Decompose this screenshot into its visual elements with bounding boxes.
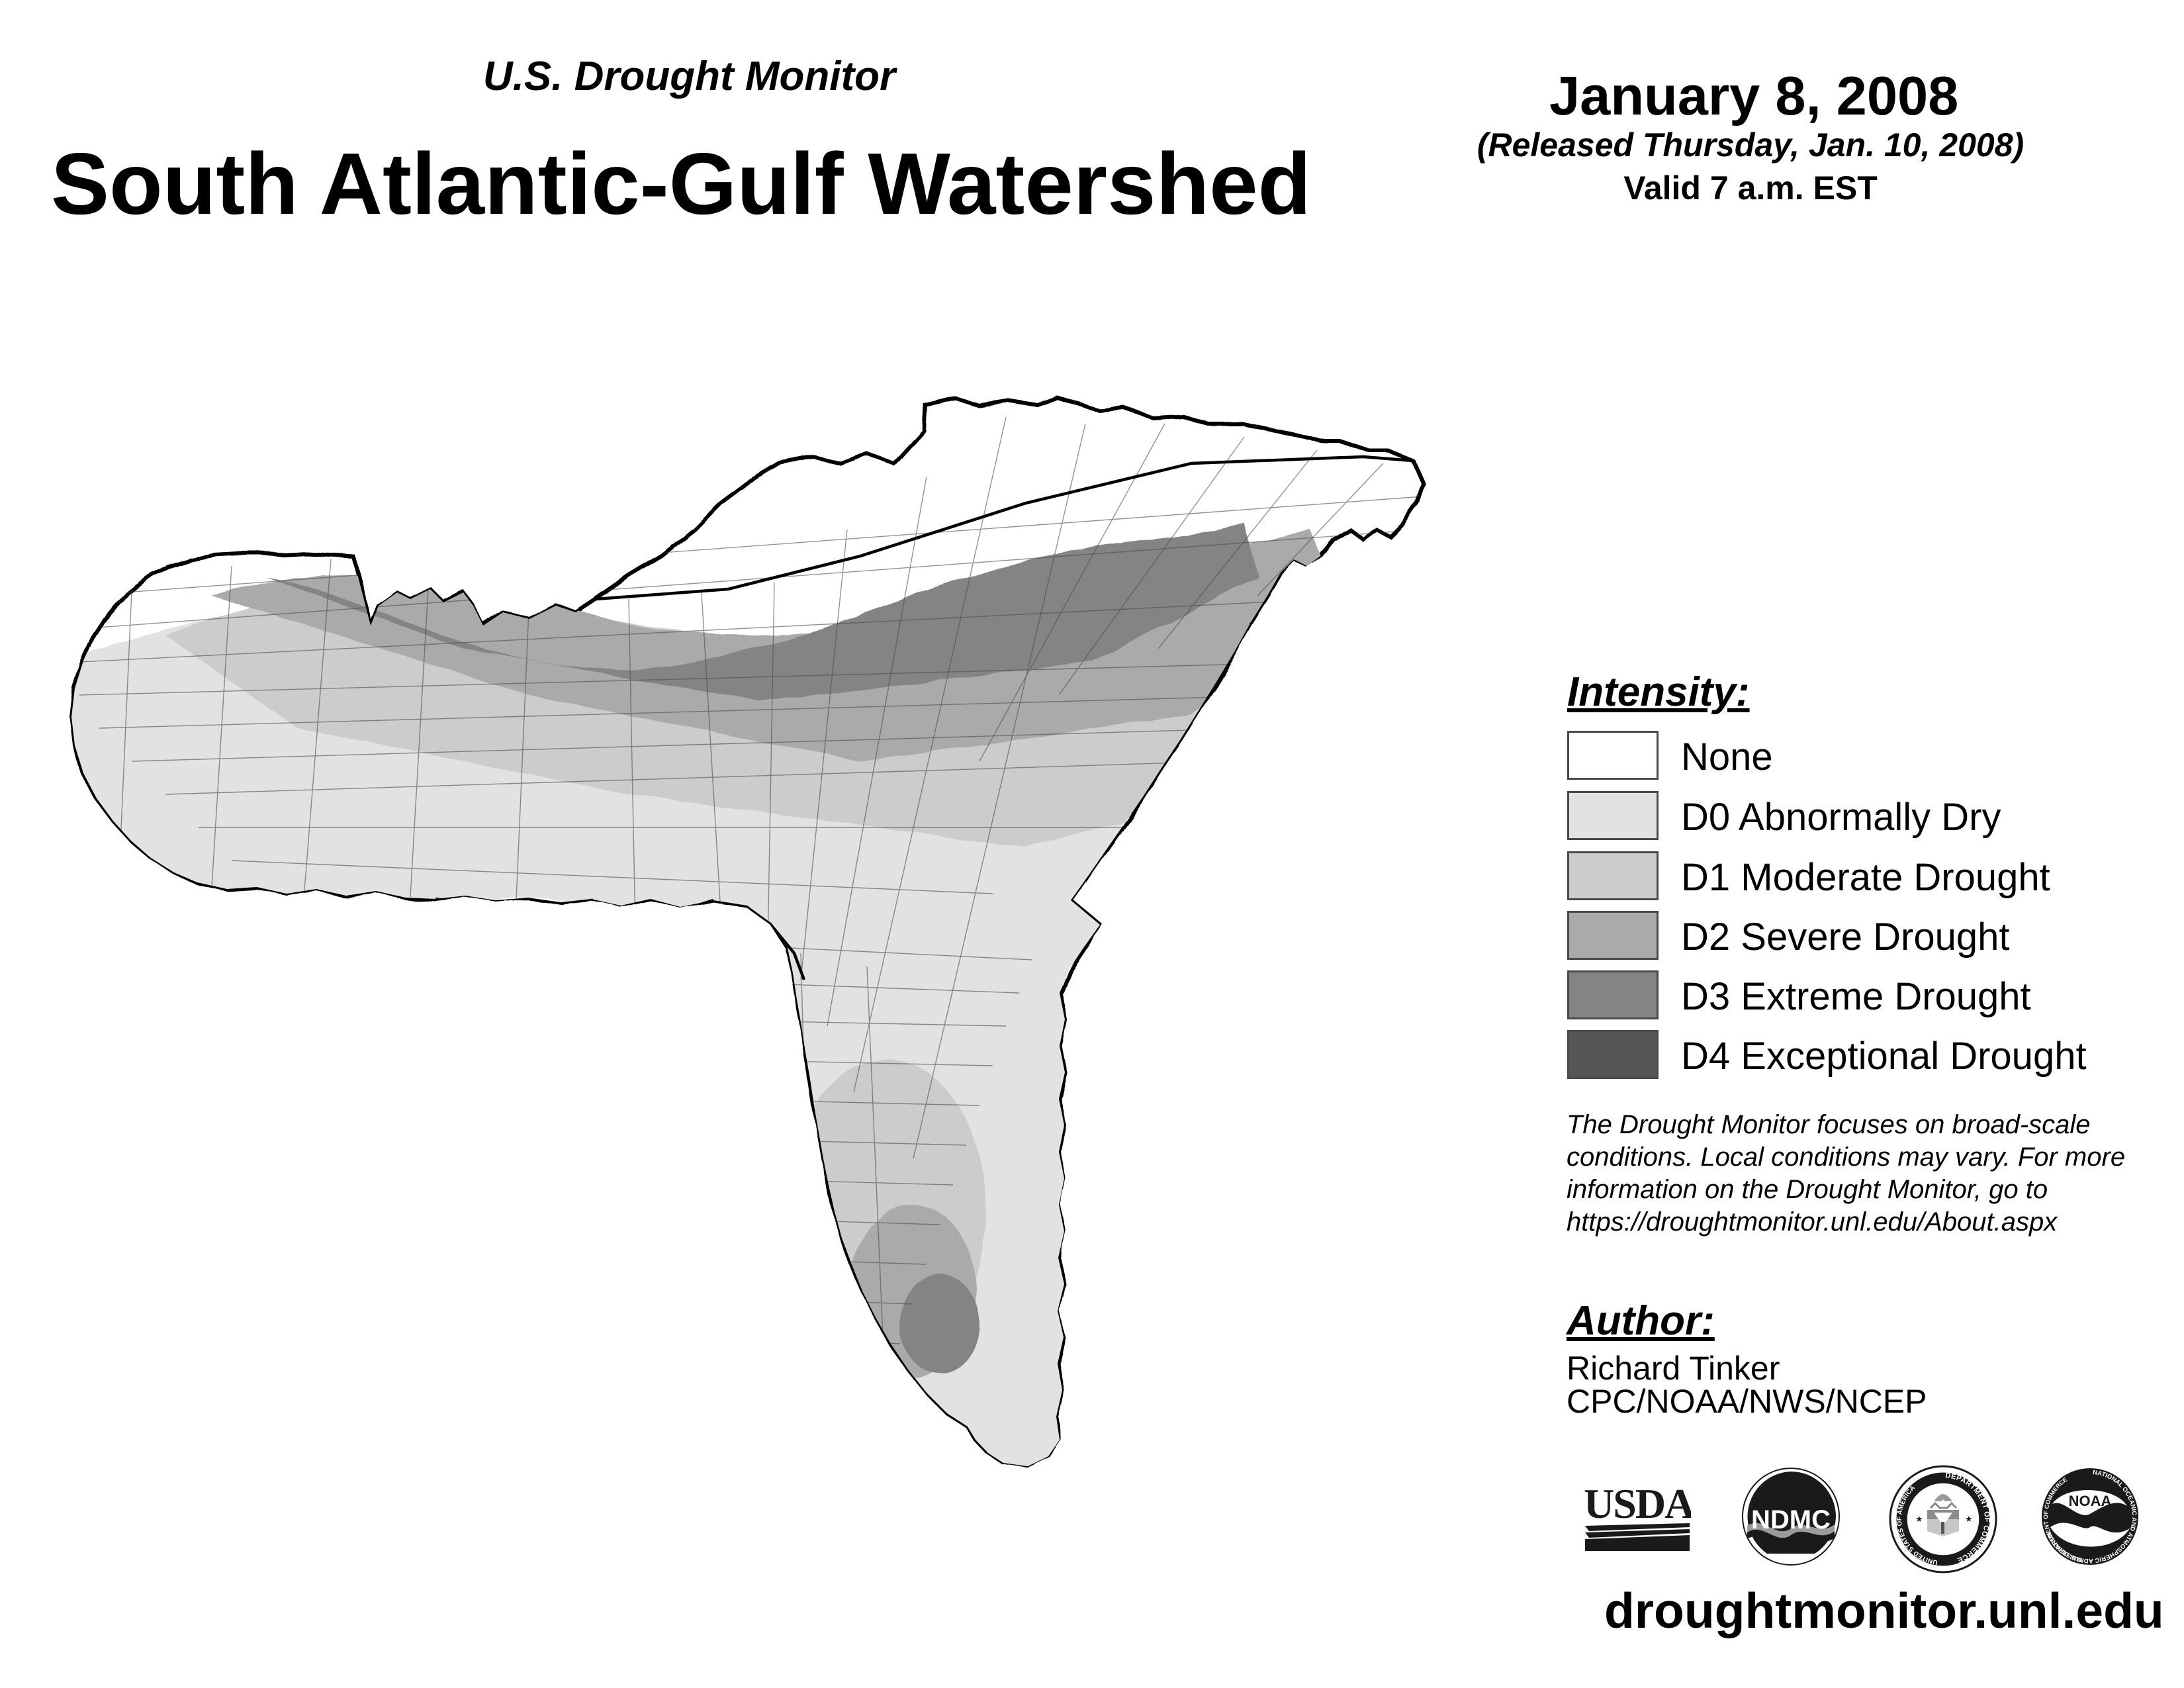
svg-text:NOAA: NOAA	[2069, 1493, 2112, 1509]
svg-text:NDMC: NDMC	[1751, 1505, 1831, 1534]
svg-text:USDA: USDA	[1584, 1480, 1691, 1527]
svg-text:★: ★	[1915, 1514, 1923, 1524]
svg-text:★: ★	[1965, 1514, 1973, 1524]
